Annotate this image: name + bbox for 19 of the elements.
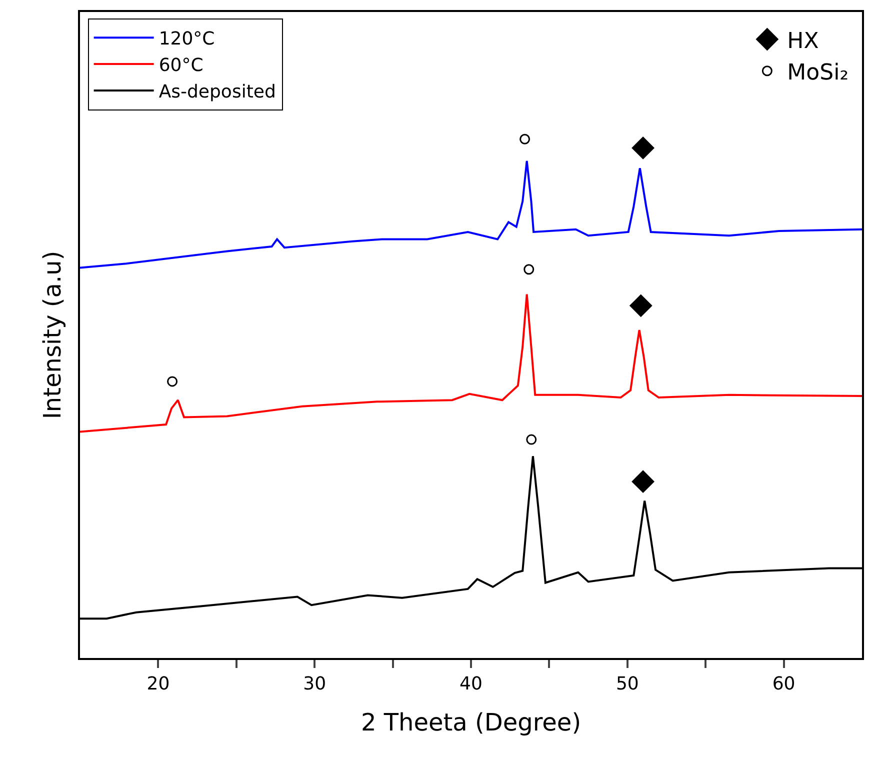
point <box>526 434 537 445</box>
legend-label: 120°C <box>158 28 215 50</box>
y-axis-title: Intensity (a.u) <box>38 250 67 420</box>
point <box>167 376 178 387</box>
point <box>632 470 654 493</box>
x-tick-label: 60 <box>772 674 796 695</box>
legend-label: HX <box>787 28 819 54</box>
x-axis-title: 2 Theeta (Degree) <box>360 708 582 736</box>
point <box>630 294 652 317</box>
legend-label: As-deposited <box>158 81 276 102</box>
point <box>524 264 534 275</box>
x-tick-label: 50 <box>616 674 639 695</box>
x-tick-label: 20 <box>146 674 170 695</box>
legend-label: 60°C <box>158 55 204 76</box>
point <box>632 136 654 160</box>
legend-label: MoSi₂ <box>787 60 849 86</box>
point <box>520 134 530 144</box>
x-tick-label: 30 <box>303 674 326 695</box>
x-tick-label: 40 <box>460 674 482 695</box>
